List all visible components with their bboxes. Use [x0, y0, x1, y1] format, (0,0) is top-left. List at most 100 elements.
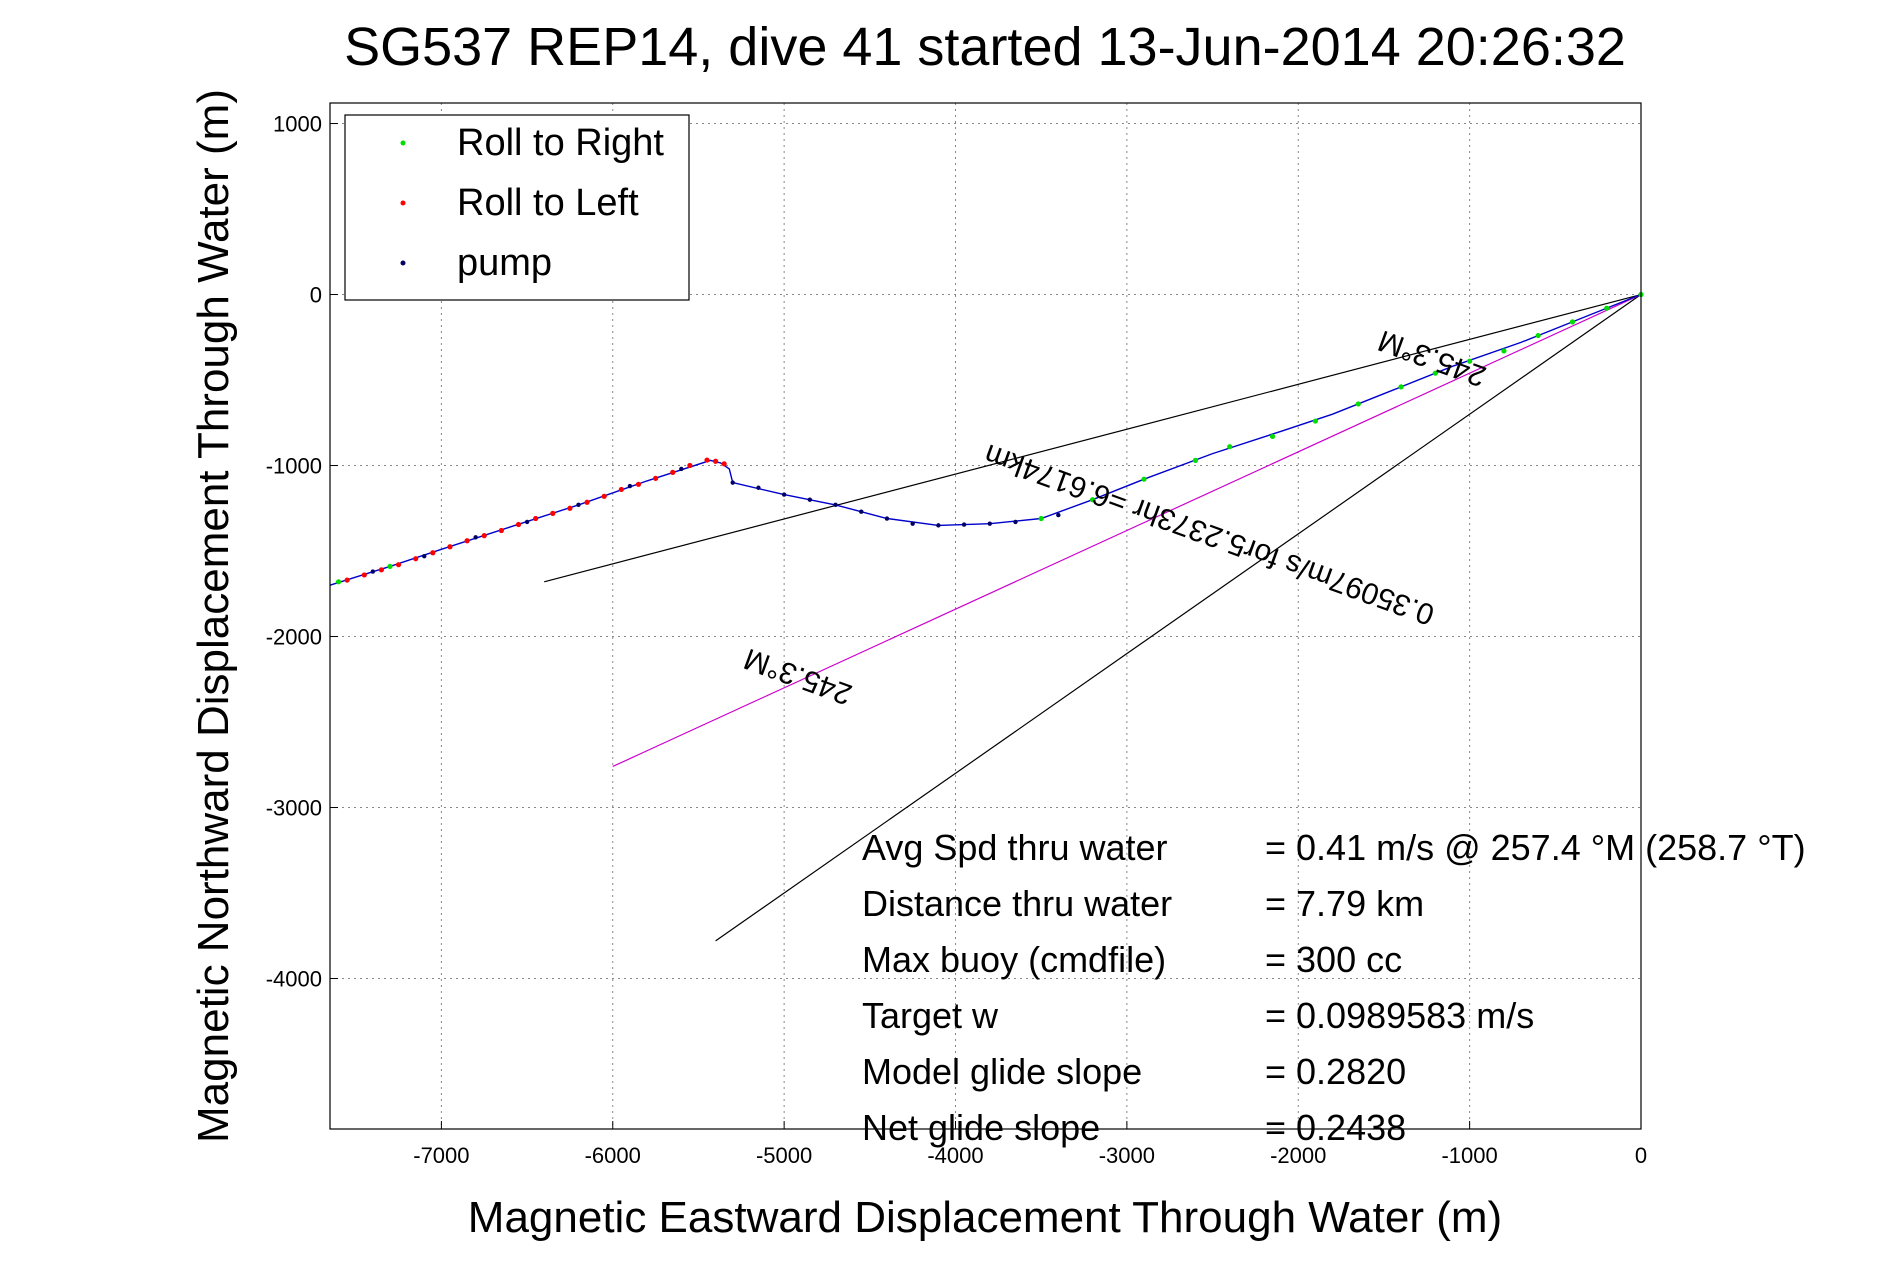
pump-point — [370, 569, 376, 574]
roll-left-point — [653, 475, 659, 481]
pump-point — [524, 519, 530, 525]
reference-lines — [544, 293, 1642, 942]
pump-point — [859, 509, 864, 514]
roll-right-point — [1090, 497, 1096, 503]
x-axis-label: Magnetic Eastward Displacement Through W… — [468, 1193, 1502, 1242]
reference-line — [612, 293, 1642, 768]
roll-left-point — [378, 567, 385, 573]
pump-point — [422, 553, 427, 559]
legend: Roll to Right Roll to Left pump — [344, 114, 690, 301]
reference-line — [544, 293, 1642, 583]
roll-left-point — [533, 515, 539, 522]
stat-label: Distance thru water — [862, 883, 1172, 924]
roll-left-point — [567, 505, 573, 511]
roll-left-point — [670, 469, 676, 475]
x-tick-label: 0 — [1635, 1143, 1647, 1168]
data-markers — [335, 291, 1644, 585]
legend-marker — [400, 200, 406, 206]
y-axis-ticks: 1000 0 -1000 -2000 -3000 -4000 — [266, 112, 338, 992]
pump-point — [730, 480, 735, 485]
roll-left-point — [550, 510, 556, 516]
roll-right-point — [1038, 515, 1044, 522]
roll-left-point — [601, 493, 607, 499]
y-tick-label: -2000 — [266, 625, 322, 650]
roll-right-point — [1227, 444, 1233, 450]
pump-point — [833, 502, 838, 508]
legend-label: Roll to Right — [457, 122, 664, 164]
pump-point — [756, 485, 761, 490]
stat-label: Avg Spd thru water — [862, 827, 1168, 868]
legend-label: Roll to Left — [457, 182, 639, 224]
roll-left-point — [635, 481, 642, 487]
roll-right-point — [1398, 384, 1404, 390]
roll-left-point — [464, 538, 470, 544]
roll-right-point — [387, 563, 393, 570]
pump-point — [1013, 519, 1018, 525]
pump-point — [936, 523, 941, 528]
stat-value: = 0.2438 — [1265, 1107, 1406, 1148]
roll-right-point — [1312, 418, 1318, 424]
pump-point — [910, 521, 915, 526]
roll-right-point — [1269, 433, 1276, 440]
roll-left-point — [430, 550, 436, 556]
pump-point — [961, 522, 967, 527]
y-tick-label: -3000 — [266, 796, 322, 821]
roll-right-point — [1535, 332, 1541, 339]
stat-value: = 0.41 m/s @ 257.4 °M (258.7 °T) — [1265, 827, 1806, 868]
roll-left-point — [584, 499, 590, 505]
pump-point — [473, 535, 478, 540]
pump-point — [884, 516, 890, 521]
pump-point — [807, 497, 813, 502]
pump-point — [781, 492, 787, 497]
dive-stats: Avg Spd thru water = 0.41 m/s @ 257.4 °M … — [862, 827, 1806, 1148]
roll-left-point — [447, 544, 453, 550]
roll-left-point — [498, 527, 504, 534]
stat-label: Net glide slope — [862, 1107, 1100, 1148]
stat-value: = 0.0989583 m/s — [1265, 995, 1534, 1036]
y-tick-label: -1000 — [266, 454, 322, 479]
roll-right-point — [335, 579, 342, 585]
roll-left-point — [481, 533, 487, 539]
roll-right-point — [1604, 305, 1610, 311]
x-tick-label: -7000 — [413, 1143, 469, 1168]
y-tick-label: -4000 — [266, 967, 322, 992]
stat-label: Max buoy (cmdfile) — [862, 939, 1166, 980]
roll-left-point — [721, 461, 727, 467]
roll-left-point — [515, 521, 522, 528]
legend-box — [344, 114, 690, 301]
y-axis-label: Magnetic Northward Displacement Through … — [189, 89, 238, 1143]
stat-value: = 7.79 km — [1265, 883, 1424, 924]
pump-point — [576, 502, 581, 508]
x-tick-label: -6000 — [585, 1143, 641, 1168]
x-tick-label: -1000 — [1441, 1143, 1497, 1168]
chart-title: SG537 REP14, dive 41 started 13-Jun-2014… — [344, 17, 1626, 77]
x-tick-label: -3000 — [1099, 1143, 1155, 1168]
roll-left-point — [344, 577, 350, 583]
pump-point — [627, 483, 633, 489]
roll-right-point — [1501, 348, 1507, 354]
legend-label: pump — [457, 242, 552, 284]
y-tick-label: 0 — [310, 283, 322, 308]
roll-left-point — [618, 486, 624, 493]
roll-right-point — [1569, 319, 1576, 325]
roll-left-point — [687, 462, 693, 469]
roll-right-point — [1141, 476, 1147, 482]
stat-value: = 300 cc — [1265, 939, 1402, 980]
roll-left-point — [413, 556, 419, 562]
x-axis-ticks: -7000 -6000 -5000 -4000 -3000 -2000 -1000 0 — [413, 1121, 1647, 1168]
legend-items: Roll to Right Roll to Left pump — [400, 122, 664, 284]
x-tick-label: -5000 — [756, 1143, 812, 1168]
roll-left-point — [395, 562, 402, 568]
roll-right-point — [1432, 370, 1438, 376]
roll-left-point — [704, 457, 710, 463]
pump-point — [1056, 512, 1061, 518]
y-tick-label: 1000 — [273, 112, 322, 137]
roll-right-point — [1355, 401, 1361, 407]
roll-left-point — [712, 458, 719, 464]
plot-frame — [329, 102, 1642, 1130]
legend-marker — [400, 140, 406, 146]
grid — [330, 103, 1642, 1129]
roll-right-point — [1467, 358, 1473, 364]
x-tick-label: -2000 — [1270, 1143, 1326, 1168]
